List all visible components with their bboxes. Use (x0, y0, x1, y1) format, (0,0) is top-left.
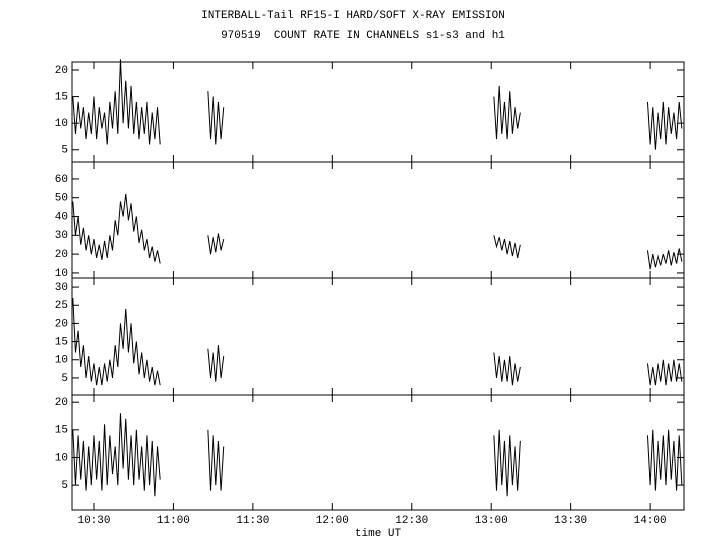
y-tick-label: 15 (55, 91, 68, 103)
y-tick-label: 60 (55, 174, 68, 186)
y-tick-label: 10 (55, 118, 68, 130)
data-line (72, 193, 683, 270)
panel-frame (71, 161, 685, 279)
x-tick-label: 12:30 (395, 515, 428, 527)
x-tick-label: 13:00 (475, 515, 508, 527)
data-line (72, 297, 683, 386)
panel-frame (71, 394, 685, 511)
x-tick-label: 11:30 (236, 515, 269, 527)
x-axis-label: time UT (355, 528, 402, 540)
y-tick-label: 30 (55, 230, 68, 242)
y-tick-label: 20 (55, 397, 68, 409)
y-tick-label: 30 (55, 282, 68, 294)
y-tick-label: 25 (55, 300, 68, 312)
x-tick-label: 14:00 (634, 515, 667, 527)
chart-subtitle: 970519 COUNT RATE IN CHANNELS s1-s3 and … (221, 30, 505, 42)
y-tick-label: 10 (55, 452, 68, 464)
x-tick-label: 12:00 (316, 515, 349, 527)
y-tick-label: 5 (61, 480, 68, 492)
y-tick-label: 20 (55, 249, 68, 261)
y-tick-label: 20 (55, 318, 68, 330)
data-line (72, 413, 683, 497)
x-tick-label: 13:30 (554, 515, 587, 527)
chart-title: INTERBALL-Tail RF15-I HARD/SOFT X-RAY EM… (201, 10, 505, 22)
x-tick-label: 10:30 (77, 515, 110, 527)
panel-frame (71, 61, 685, 163)
y-tick-label: 5 (61, 373, 68, 385)
y-tick-label: 15 (55, 425, 68, 437)
y-tick-label: 10 (55, 268, 68, 280)
y-tick-label: 50 (55, 193, 68, 205)
panel-frame (71, 277, 685, 396)
data-line (72, 59, 683, 150)
y-tick-label: 20 (55, 65, 68, 77)
y-tick-label: 15 (55, 336, 68, 348)
y-tick-label: 10 (55, 355, 68, 367)
y-tick-label: 40 (55, 211, 68, 223)
x-tick-label: 11:00 (157, 515, 190, 527)
y-tick-label: 5 (61, 145, 68, 157)
